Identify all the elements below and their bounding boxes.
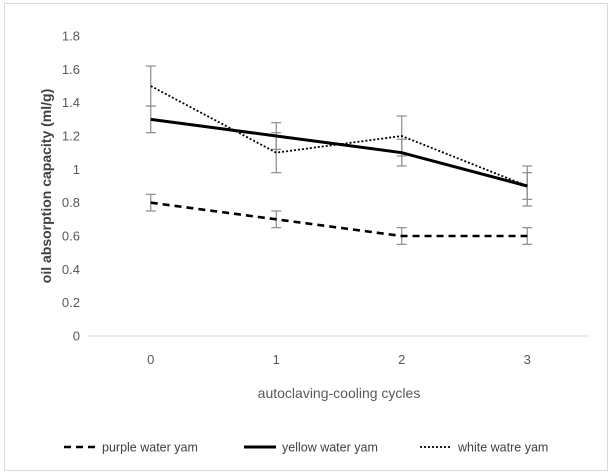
chart-frame <box>4 3 608 471</box>
x-tick-label: 3 <box>524 352 531 367</box>
y-tick-label: 0.6 <box>62 229 80 244</box>
y-tick-label: 1.8 <box>62 29 80 44</box>
y-tick-label: 0.2 <box>62 295 80 310</box>
series-line <box>150 117 528 188</box>
y-tick-label: 0.4 <box>62 262 80 277</box>
x-tick-label: 2 <box>398 352 405 367</box>
y-axis-ticks: 0 0.2 0.4 0.6 0.8 1 1.2 1.4 1.6 1.8 <box>62 29 80 344</box>
series-line <box>150 85 528 187</box>
x-tick-label: 0 <box>147 352 154 367</box>
y-tick-label: 1.4 <box>62 95 80 110</box>
legend: purple water yam yellow water yam white wa… <box>64 441 548 455</box>
y-tick-label: 1 <box>73 162 80 177</box>
x-tick-label: 1 <box>273 352 280 367</box>
series-line <box>150 201 528 238</box>
legend-label: white watre yam <box>457 441 548 455</box>
y-tick-label: 1.6 <box>62 62 80 77</box>
legend-label: yellow water yam <box>282 441 378 455</box>
x-axis-ticks: 0 1 2 3 <box>147 352 531 367</box>
legend-label: purple water yam <box>102 441 198 455</box>
error-bars <box>145 65 533 245</box>
y-axis-title: oil absorption capacity (ml/g) <box>38 89 54 283</box>
x-axis-title: autoclaving-cooling cycles <box>258 385 421 401</box>
y-tick-label: 0.8 <box>62 195 80 210</box>
y-tick-label: 1.2 <box>62 129 80 144</box>
series-lines <box>150 85 528 238</box>
y-tick-label: 0 <box>73 329 80 344</box>
